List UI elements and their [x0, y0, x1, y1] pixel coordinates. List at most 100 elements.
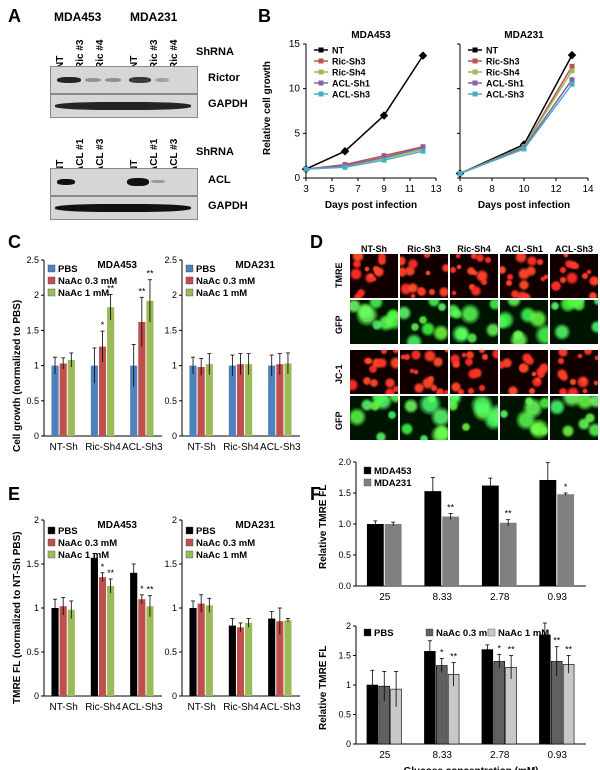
bar [98, 346, 107, 436]
legend-swatch [363, 466, 372, 475]
chart-title: MDA231 [504, 30, 544, 41]
series-line [305, 146, 424, 170]
bar [268, 365, 276, 436]
y-tick-label: 10 [289, 84, 301, 95]
data-point [569, 77, 575, 83]
panel-c-cell-growth: Cell growth (normalized to PBS) MDA453 0 0… [12, 255, 301, 453]
x-axis-label: Days post infection [478, 200, 570, 211]
legend-label: NaAc 0.3 mM [436, 628, 495, 639]
legend-label: NaAc 1 mM [58, 550, 109, 561]
legend-swatch [185, 526, 194, 535]
green-fluorescence-image [400, 396, 448, 440]
green-fluorescence-image [350, 300, 398, 344]
cell-line-label-mda231: MDA231 [130, 10, 178, 24]
chart-c-mda453: MDA45300.511.522.5NT-Sh***Ric-Sh4****ACL… [26, 255, 163, 453]
microscopy-column-label: ACL-Sh3 [555, 244, 593, 254]
microscopy-column-label: NT-Sh [361, 244, 387, 254]
gapdh-blot-bottom [50, 196, 198, 220]
red-fluorescence-image [400, 254, 448, 298]
legend-label: PBS [196, 264, 216, 275]
series-line [305, 150, 424, 170]
x-tick-label: Ric-Sh4 [223, 702, 259, 713]
legend-marker [472, 69, 478, 75]
bar [276, 621, 284, 696]
legend-label: Ric-Sh3 [486, 57, 520, 67]
red-fluorescence-image [450, 254, 498, 298]
bar [228, 365, 236, 436]
y-axis-label: Relative TMRE FL [318, 485, 329, 569]
y-tick-label: 0.5 [164, 396, 177, 406]
bar [268, 618, 276, 696]
x-tick-label: 8 [489, 184, 495, 195]
x-tick-label: 3 [303, 184, 309, 195]
bar [98, 577, 107, 696]
shrna-label: ShRNA [196, 146, 234, 158]
legend-swatch [185, 550, 194, 559]
bar [107, 307, 115, 436]
legend-marker [472, 91, 478, 97]
x-tick-label: 9 [381, 184, 387, 195]
significance-mark: ** [107, 283, 115, 293]
gapdh-blot-top [50, 94, 198, 118]
x-tick-label: 13 [430, 184, 442, 195]
bar [189, 365, 197, 436]
bar [245, 364, 253, 436]
bar [562, 664, 575, 745]
significance-mark: * [101, 562, 105, 572]
legend-marker [318, 58, 324, 64]
y-tick-label: 1 [346, 680, 351, 690]
bar [146, 300, 154, 436]
bar [59, 606, 67, 696]
panel-e-ylabel: TMRE FL (normalized to NT-Sh PBS) [12, 531, 23, 704]
bar [228, 625, 236, 696]
legend-marker [318, 91, 324, 97]
significance-mark: ** [146, 585, 154, 595]
x-tick-label: ACL-Sh3 [260, 702, 301, 713]
y-tick-label: 0 [172, 691, 177, 701]
data-point [342, 164, 348, 170]
legend-label: PBS [196, 526, 216, 537]
bar [205, 364, 213, 436]
x-tick-label: Ric-Sh4 [85, 702, 121, 713]
y-tick-label: 2 [172, 290, 177, 300]
x-tick-label: 7 [355, 184, 361, 195]
bar [481, 485, 499, 586]
y-tick-label: 5 [294, 128, 300, 139]
legend-label: NaAc 1 mM [196, 550, 247, 561]
data-point [418, 51, 428, 60]
significance-mark: * [564, 482, 568, 492]
bar [107, 586, 115, 696]
legend-marker [472, 58, 478, 64]
legend-swatch [185, 264, 194, 273]
bar [557, 494, 575, 586]
significance-mark: * [101, 320, 105, 330]
microscopy-row-label: GFP [334, 315, 344, 334]
bar [138, 599, 146, 696]
y-tick-label: 0 [172, 431, 177, 441]
legend-label: PBS [374, 628, 394, 639]
bar [424, 651, 436, 745]
x-tick-label: 0.93 [548, 592, 568, 603]
microscopy-row-label: TMRE [334, 262, 344, 289]
lane-label: Ric #4 [95, 39, 106, 69]
gapdh-label-bottom: GAPDH [208, 200, 248, 212]
legend-swatch [47, 264, 56, 273]
legend-marker [472, 80, 478, 86]
significance-mark: ** [447, 502, 455, 512]
legend-label: MDA231 [374, 478, 412, 489]
legend-swatch [487, 628, 496, 637]
y-tick-label: 0 [294, 173, 300, 184]
y-tick-label: 0 [346, 739, 351, 749]
data-point [303, 166, 309, 172]
y-tick-label: 0 [34, 431, 39, 441]
significance-mark: ** [508, 645, 516, 655]
x-tick-label: ACL-Sh3 [122, 442, 163, 453]
red-fluorescence-image [400, 350, 448, 394]
y-tick-label: 1.5 [26, 325, 39, 335]
chart-c-mda231: MDA231 0 0.5 1 1.5 2 2.5 NT-Sh Ric-Sh4 ACL-Sh3 PBS… [164, 255, 301, 453]
data-point [569, 68, 575, 74]
bar [90, 365, 98, 436]
x-tick-label: 8.33 [433, 750, 453, 761]
